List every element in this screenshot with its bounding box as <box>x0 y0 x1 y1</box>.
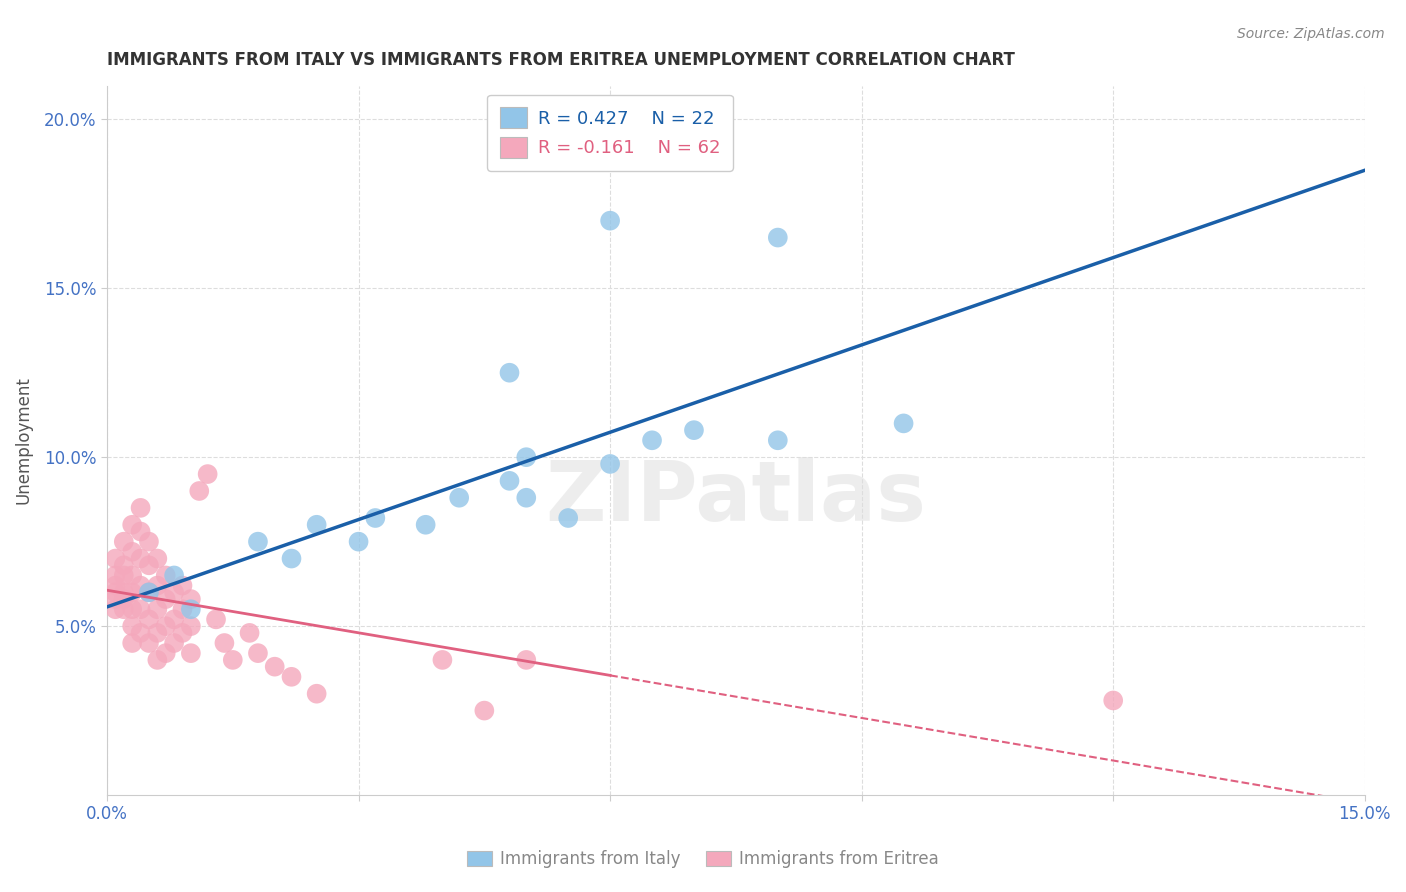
Point <box>172 578 194 592</box>
Point <box>112 585 135 599</box>
Point <box>146 626 169 640</box>
Point <box>146 551 169 566</box>
Point <box>104 568 127 582</box>
Point <box>155 619 177 633</box>
Point <box>121 568 143 582</box>
Point <box>599 457 621 471</box>
Point <box>305 517 328 532</box>
Point <box>205 612 228 626</box>
Point <box>112 592 135 607</box>
Point <box>121 517 143 532</box>
Point <box>104 585 127 599</box>
Point <box>180 619 202 633</box>
Point <box>138 585 160 599</box>
Point <box>180 592 202 607</box>
Y-axis label: Unemployment: Unemployment <box>15 376 32 504</box>
Point <box>121 545 143 559</box>
Point <box>498 474 520 488</box>
Point <box>449 491 471 505</box>
Point <box>146 578 169 592</box>
Point <box>129 524 152 539</box>
Point <box>347 534 370 549</box>
Point <box>641 434 664 448</box>
Point <box>415 517 437 532</box>
Point <box>599 213 621 227</box>
Point <box>163 585 186 599</box>
Point <box>146 653 169 667</box>
Point <box>138 612 160 626</box>
Point <box>155 568 177 582</box>
Text: Source: ZipAtlas.com: Source: ZipAtlas.com <box>1237 27 1385 41</box>
Point <box>172 626 194 640</box>
Point <box>112 558 135 573</box>
Point <box>121 619 143 633</box>
Point <box>104 551 127 566</box>
Point <box>155 592 177 607</box>
Point <box>104 578 127 592</box>
Point <box>121 602 143 616</box>
Point <box>138 585 160 599</box>
Point <box>280 551 302 566</box>
Point <box>246 646 269 660</box>
Point <box>104 602 127 616</box>
Point <box>138 534 160 549</box>
Point <box>222 653 245 667</box>
Point <box>432 653 454 667</box>
Point <box>138 636 160 650</box>
Point <box>239 626 262 640</box>
Point <box>121 585 143 599</box>
Point <box>155 646 177 660</box>
Point <box>280 670 302 684</box>
Point <box>180 602 202 616</box>
Point <box>138 558 160 573</box>
Point <box>893 417 915 431</box>
Point <box>557 511 579 525</box>
Point <box>1102 693 1125 707</box>
Point <box>263 659 285 673</box>
Point <box>163 612 186 626</box>
Point <box>163 568 186 582</box>
Point <box>112 568 135 582</box>
Point <box>515 491 537 505</box>
Point <box>515 450 537 465</box>
Point <box>172 602 194 616</box>
Point <box>112 602 135 616</box>
Point <box>180 646 202 660</box>
Point <box>129 602 152 616</box>
Text: ZIPatlas: ZIPatlas <box>546 457 927 538</box>
Point <box>515 653 537 667</box>
Point <box>163 636 186 650</box>
Point <box>129 500 152 515</box>
Point <box>766 230 789 244</box>
Point <box>112 534 135 549</box>
Text: IMMIGRANTS FROM ITALY VS IMMIGRANTS FROM ERITREA UNEMPLOYMENT CORRELATION CHART: IMMIGRANTS FROM ITALY VS IMMIGRANTS FROM… <box>107 51 1015 69</box>
Legend: R = 0.427    N = 22, R = -0.161    N = 62: R = 0.427 N = 22, R = -0.161 N = 62 <box>488 95 733 170</box>
Point <box>766 434 789 448</box>
Point <box>188 483 211 498</box>
Point <box>146 602 169 616</box>
Point <box>129 626 152 640</box>
Point <box>498 366 520 380</box>
Point <box>472 704 495 718</box>
Point <box>197 467 219 481</box>
Point <box>364 511 387 525</box>
Point <box>121 636 143 650</box>
Point <box>129 551 152 566</box>
Point <box>305 687 328 701</box>
Point <box>214 636 236 650</box>
Point <box>104 592 127 607</box>
Point <box>129 578 152 592</box>
Point <box>246 534 269 549</box>
Point <box>683 423 706 437</box>
Legend: Immigrants from Italy, Immigrants from Eritrea: Immigrants from Italy, Immigrants from E… <box>460 844 946 875</box>
